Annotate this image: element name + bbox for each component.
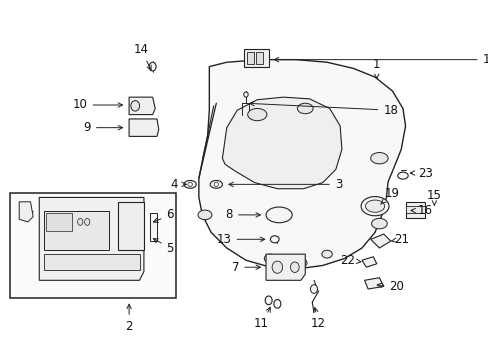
Text: 9: 9	[83, 121, 122, 134]
Bar	[46, 213, 72, 231]
Ellipse shape	[78, 219, 82, 225]
Polygon shape	[265, 254, 305, 280]
Ellipse shape	[244, 92, 247, 97]
Text: 6: 6	[153, 208, 173, 222]
Ellipse shape	[365, 200, 384, 212]
Text: 15: 15	[426, 189, 441, 205]
Ellipse shape	[264, 254, 276, 263]
Text: 2: 2	[125, 304, 133, 333]
Polygon shape	[370, 234, 390, 248]
Bar	[43, 254, 139, 270]
Bar	[150, 213, 157, 241]
Bar	[246, 52, 253, 64]
Ellipse shape	[310, 285, 317, 293]
Bar	[405, 206, 424, 213]
Ellipse shape	[297, 103, 312, 114]
Ellipse shape	[273, 300, 280, 308]
Polygon shape	[222, 97, 341, 189]
Polygon shape	[364, 278, 383, 289]
Text: 7: 7	[231, 261, 260, 274]
Text: 10: 10	[73, 99, 122, 112]
Text: 23: 23	[409, 167, 432, 180]
Polygon shape	[19, 202, 33, 222]
Polygon shape	[129, 97, 155, 114]
Ellipse shape	[290, 262, 299, 273]
Ellipse shape	[264, 296, 272, 305]
Text: 20: 20	[376, 280, 404, 293]
Text: 18: 18	[249, 102, 397, 117]
Ellipse shape	[370, 153, 387, 164]
Ellipse shape	[270, 236, 279, 243]
Ellipse shape	[131, 101, 139, 111]
Text: 17: 17	[274, 53, 488, 66]
Bar	[255, 52, 262, 64]
Ellipse shape	[360, 197, 388, 216]
Text: 16: 16	[410, 204, 432, 217]
Bar	[244, 49, 268, 67]
Text: 1: 1	[372, 58, 380, 78]
Text: 12: 12	[310, 308, 325, 330]
Text: 4: 4	[170, 178, 186, 191]
Ellipse shape	[371, 219, 386, 229]
Ellipse shape	[183, 180, 196, 188]
Polygon shape	[199, 60, 405, 269]
Text: 11: 11	[254, 307, 270, 330]
Ellipse shape	[294, 258, 306, 267]
Bar	[43, 211, 109, 250]
Ellipse shape	[210, 180, 222, 188]
Bar	[118, 202, 143, 250]
Ellipse shape	[265, 207, 292, 223]
Text: 19: 19	[380, 186, 399, 204]
Text: 22: 22	[339, 254, 360, 267]
Ellipse shape	[432, 203, 439, 210]
Text: 14: 14	[134, 43, 151, 70]
Text: 13: 13	[216, 233, 264, 246]
Ellipse shape	[198, 210, 211, 220]
Text: 5: 5	[153, 239, 173, 255]
Ellipse shape	[84, 219, 90, 225]
Polygon shape	[361, 257, 376, 267]
Text: 21: 21	[390, 233, 408, 246]
Polygon shape	[129, 119, 159, 136]
Ellipse shape	[321, 250, 332, 258]
Ellipse shape	[247, 108, 266, 121]
Ellipse shape	[397, 172, 407, 179]
Ellipse shape	[149, 62, 156, 71]
Bar	[405, 202, 424, 217]
Text: 8: 8	[225, 208, 260, 221]
Ellipse shape	[272, 261, 282, 273]
Polygon shape	[39, 197, 143, 280]
Text: 3: 3	[228, 178, 342, 191]
Bar	[10, 193, 176, 298]
